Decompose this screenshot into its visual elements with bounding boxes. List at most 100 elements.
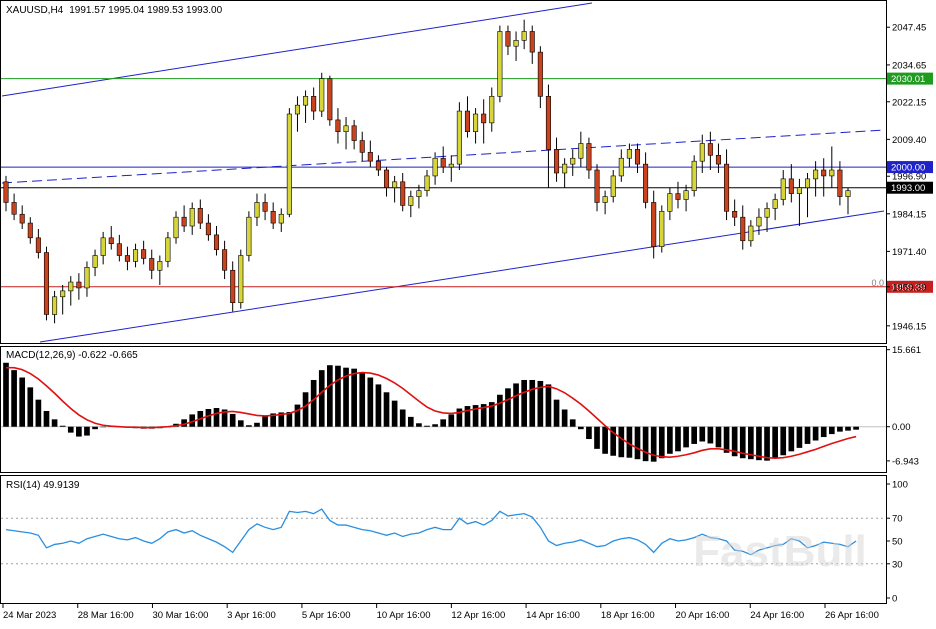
candle bbox=[537, 46, 543, 109]
candle bbox=[456, 102, 462, 171]
candle bbox=[133, 243, 139, 268]
candle bbox=[464, 96, 471, 138]
macd-bar bbox=[788, 426, 795, 452]
macd-bar bbox=[440, 419, 447, 427]
macd-bar bbox=[335, 365, 341, 427]
candle bbox=[626, 143, 632, 168]
level-label-box bbox=[887, 280, 933, 293]
candle bbox=[100, 231, 106, 265]
macd-indicator: 15.661 0.00 -6.943 bbox=[1, 345, 921, 467]
macd-tick-label: -6.943 bbox=[892, 456, 919, 467]
candle bbox=[108, 226, 114, 250]
level-label-box bbox=[887, 72, 933, 85]
candle bbox=[278, 208, 284, 232]
candle bbox=[392, 175, 398, 203]
candle bbox=[724, 149, 730, 221]
candle bbox=[11, 193, 17, 221]
macd-bar bbox=[432, 424, 438, 427]
macd-bar bbox=[820, 426, 827, 438]
macd-bar bbox=[626, 426, 633, 458]
candle bbox=[230, 261, 236, 312]
macd-bar bbox=[610, 426, 617, 456]
macd-bar bbox=[375, 384, 382, 427]
macd-bar bbox=[27, 387, 34, 427]
candle bbox=[124, 246, 130, 271]
macd-tick-label: 0.00 bbox=[892, 422, 911, 433]
candle bbox=[238, 249, 244, 309]
candle bbox=[294, 96, 300, 132]
macd-bar bbox=[472, 405, 479, 427]
candle bbox=[643, 152, 649, 209]
macd-bar bbox=[351, 368, 357, 427]
macd-bar bbox=[327, 365, 333, 427]
candle bbox=[837, 161, 843, 206]
macd-bar bbox=[756, 426, 762, 461]
macd-bar bbox=[675, 426, 681, 452]
candle bbox=[205, 214, 211, 241]
macd-bar bbox=[739, 426, 746, 459]
macd-bar bbox=[3, 362, 9, 427]
candle bbox=[197, 199, 203, 229]
macd-bar bbox=[76, 426, 82, 437]
chart-header: XAUUSD,H4 1991.57 1995.04 1989.53 1993.00 bbox=[6, 5, 223, 16]
rsi-indicator: 100 70 50 30 0 bbox=[1, 480, 908, 605]
macd-bar bbox=[650, 426, 657, 462]
macd-bar bbox=[367, 377, 374, 427]
macd-bar bbox=[67, 426, 74, 433]
macd-bar bbox=[683, 426, 689, 448]
candle bbox=[651, 190, 657, 259]
candle bbox=[634, 143, 641, 173]
macd-bar bbox=[699, 426, 706, 442]
macd-bar bbox=[229, 413, 236, 427]
candle bbox=[732, 199, 738, 227]
level-label: 2000.00 bbox=[891, 163, 925, 174]
macd-bar bbox=[521, 379, 527, 427]
rsi-line bbox=[5, 508, 857, 556]
candle bbox=[375, 155, 381, 176]
candle bbox=[756, 208, 762, 235]
candle bbox=[303, 90, 309, 123]
candle bbox=[262, 193, 268, 221]
candle bbox=[594, 164, 600, 212]
level-label: 2030.01 bbox=[891, 74, 925, 85]
macd-bar bbox=[497, 394, 503, 427]
candle bbox=[157, 255, 163, 285]
candle bbox=[189, 202, 195, 235]
candle bbox=[19, 205, 25, 229]
candle bbox=[432, 152, 438, 185]
macd-bar bbox=[399, 409, 406, 427]
candle bbox=[772, 193, 778, 221]
macd-bar bbox=[286, 411, 293, 427]
candle bbox=[675, 181, 681, 209]
time-tick-label: 10 Apr 16:00 bbox=[377, 610, 431, 621]
candle bbox=[92, 249, 98, 277]
candle bbox=[602, 190, 608, 215]
macd-bar bbox=[278, 412, 285, 427]
time-tick-label: 30 Mar 16:00 bbox=[152, 610, 208, 621]
candle bbox=[400, 172, 406, 212]
candle bbox=[141, 240, 147, 265]
macd-bar bbox=[221, 409, 228, 427]
macd-bar bbox=[602, 426, 608, 454]
candle bbox=[246, 211, 252, 262]
macd-bar bbox=[764, 426, 770, 461]
candle bbox=[327, 75, 333, 126]
candle bbox=[764, 202, 770, 232]
macd-bar bbox=[424, 425, 430, 427]
macd-bar bbox=[456, 408, 463, 427]
candle bbox=[213, 226, 220, 256]
macd-bar bbox=[561, 409, 568, 427]
macd-bar bbox=[545, 384, 552, 427]
time-tick-label: 3 Apr 16:00 bbox=[227, 610, 276, 621]
candle bbox=[116, 234, 122, 262]
macd-signal-line bbox=[6, 366, 857, 460]
macd-bar bbox=[262, 416, 268, 427]
macd-bar bbox=[667, 426, 673, 454]
candle bbox=[52, 290, 58, 324]
candle bbox=[748, 220, 754, 247]
candle bbox=[311, 87, 317, 120]
macd-bar bbox=[804, 426, 811, 444]
macd-bar bbox=[318, 370, 325, 427]
candle bbox=[343, 116, 349, 150]
macd-bar bbox=[618, 426, 625, 458]
